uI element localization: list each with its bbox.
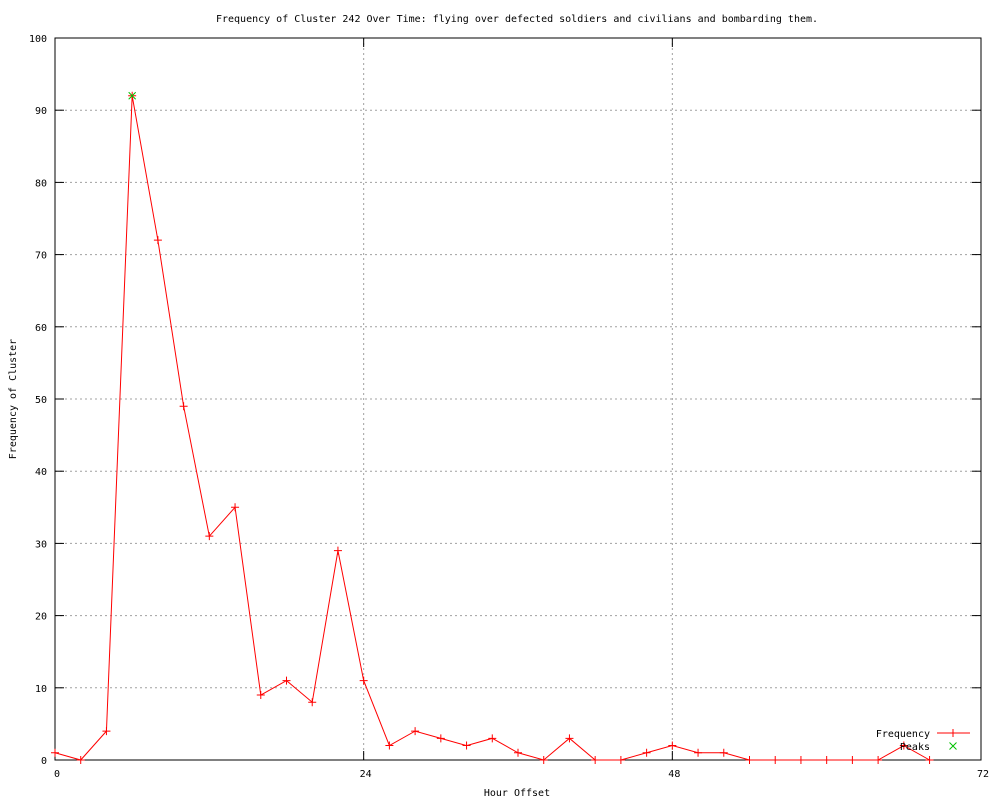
data-point bbox=[822, 756, 831, 764]
y-tick-label: 50 bbox=[35, 395, 47, 406]
data-point bbox=[488, 734, 497, 743]
x-tick-label: 48 bbox=[668, 769, 680, 780]
data-point bbox=[874, 756, 883, 764]
y-tick-label: 30 bbox=[35, 539, 47, 550]
data-point bbox=[153, 236, 162, 245]
data-point bbox=[333, 546, 342, 555]
series-line bbox=[54, 95, 930, 761]
x-axis-label: Hour Offset bbox=[484, 788, 550, 799]
data-point bbox=[694, 748, 703, 757]
data-point bbox=[591, 756, 600, 764]
data-point bbox=[616, 756, 625, 764]
data-point bbox=[385, 741, 394, 750]
series-peaks bbox=[128, 91, 137, 100]
data-point bbox=[899, 741, 908, 750]
data-point bbox=[231, 503, 240, 512]
data-point bbox=[796, 756, 805, 764]
y-tick-label: 70 bbox=[35, 251, 47, 262]
data-point bbox=[745, 756, 754, 764]
data-point bbox=[771, 756, 780, 764]
data-point bbox=[256, 691, 265, 700]
data-point bbox=[51, 748, 59, 757]
data-point bbox=[76, 756, 85, 764]
data-point bbox=[205, 532, 214, 541]
data-point bbox=[179, 402, 188, 411]
x-tick-label: 72 bbox=[977, 769, 989, 780]
legend-label: Frequency bbox=[876, 729, 930, 740]
data-point bbox=[282, 676, 291, 685]
y-axis-label: Frequency of Cluster bbox=[8, 339, 19, 459]
data-point bbox=[848, 756, 857, 764]
data-point bbox=[436, 734, 445, 743]
data-point bbox=[102, 727, 111, 736]
data-point bbox=[925, 756, 934, 764]
y-tick-label: 100 bbox=[29, 34, 47, 45]
y-tick-label: 80 bbox=[35, 178, 47, 189]
data-point bbox=[642, 748, 651, 757]
series bbox=[51, 91, 934, 764]
data-point bbox=[668, 741, 677, 750]
x-tick-label: 24 bbox=[360, 769, 372, 780]
data-point bbox=[411, 727, 420, 736]
y-tick-label: 40 bbox=[35, 467, 47, 478]
peak-point bbox=[949, 742, 957, 750]
y-tick-label: 20 bbox=[35, 612, 47, 623]
y-tick-label: 60 bbox=[35, 323, 47, 334]
axes: 0 10 20 30 40 50 60 70 80 90 100 0 24 48 72 bbox=[29, 34, 989, 780]
plot-border bbox=[54, 37, 982, 761]
peak-point bbox=[128, 91, 137, 100]
data-point bbox=[565, 734, 574, 743]
data-point bbox=[514, 748, 522, 757]
chart-title: Frequency of Cluster 242 Over Time: flyi… bbox=[216, 14, 818, 25]
series-frequency bbox=[51, 91, 934, 764]
legend: Frequency Peaks bbox=[876, 729, 970, 753]
legend-label: Peaks bbox=[900, 742, 930, 753]
data-point bbox=[359, 676, 368, 685]
x-tick-label: 0 bbox=[54, 769, 60, 780]
y-tick-label: 10 bbox=[35, 684, 47, 695]
data-point bbox=[462, 741, 471, 750]
data-point bbox=[308, 698, 317, 707]
y-tick-label: 90 bbox=[35, 106, 47, 117]
y-tick-label: 0 bbox=[41, 756, 47, 767]
data-point bbox=[949, 729, 957, 737]
grid bbox=[55, 38, 981, 760]
data-point bbox=[719, 748, 728, 757]
data-point bbox=[539, 756, 548, 764]
